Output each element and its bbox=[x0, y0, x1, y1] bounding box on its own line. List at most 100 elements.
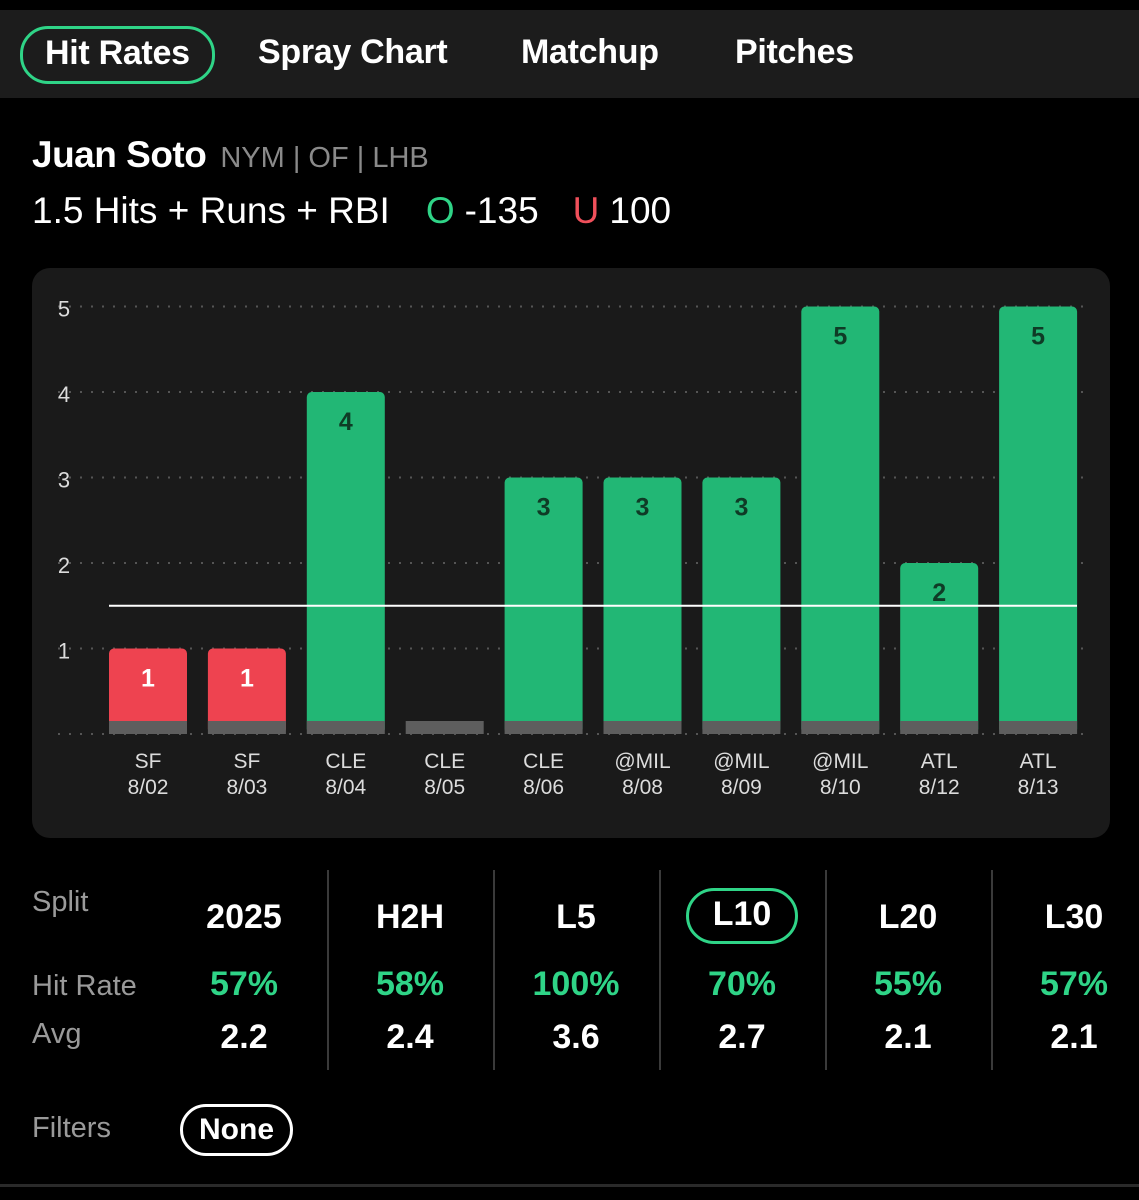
split-hit-rate: 57% bbox=[1039, 965, 1109, 1003]
column-divider bbox=[659, 870, 661, 1070]
bar bbox=[207, 648, 286, 734]
split-column-h2h[interactable]: H2H 58% 2.4 bbox=[327, 870, 493, 1070]
bar-base bbox=[900, 721, 979, 734]
x-tick-team: SF bbox=[135, 750, 162, 773]
player-meta: NYM | OF | LHB bbox=[220, 142, 429, 174]
tab-hit-rates[interactable]: Hit Rates bbox=[20, 26, 215, 84]
bar-base bbox=[306, 721, 385, 734]
column-divider bbox=[493, 870, 495, 1070]
bar-base bbox=[405, 721, 484, 734]
x-tick-team: CLE bbox=[424, 750, 465, 773]
bar-value-label: 1 bbox=[141, 665, 155, 693]
bar-base bbox=[603, 721, 682, 734]
bar-value-label: 5 bbox=[833, 323, 847, 351]
split-name: L30 bbox=[1044, 898, 1104, 936]
split-column-l20[interactable]: L20 55% 2.1 bbox=[825, 870, 991, 1070]
x-tick-date: 8/05 bbox=[424, 776, 465, 799]
split-avg: 2.7 bbox=[718, 1018, 766, 1056]
split-name: H2H bbox=[375, 898, 445, 936]
split-hit-rate: 55% bbox=[873, 965, 943, 1003]
split-avg: 2.1 bbox=[1050, 1018, 1098, 1056]
under-odds[interactable]: 100 bbox=[609, 190, 672, 231]
bar-base bbox=[999, 721, 1078, 734]
bar-value-label: 2 bbox=[932, 579, 946, 607]
split-hit-rate: 100% bbox=[532, 965, 620, 1003]
bar-base bbox=[207, 721, 286, 734]
bar-base bbox=[504, 721, 583, 734]
x-tick-team: ATL bbox=[1020, 750, 1057, 773]
bar-value-label: 1 bbox=[240, 665, 254, 693]
under-indicator[interactable]: U bbox=[572, 190, 600, 231]
split-column-l5[interactable]: L5 100% 3.6 bbox=[493, 870, 659, 1070]
tab-matchup[interactable]: Matchup bbox=[521, 33, 659, 71]
player-name: Juan Soto bbox=[32, 134, 207, 175]
tab-bar: Hit Rates Spray Chart Matchup Pitches bbox=[0, 10, 1139, 98]
bar-value-label: 3 bbox=[636, 494, 650, 522]
prop-line: 1.5 Hits + Runs + RBI O -135 U 100 bbox=[32, 190, 671, 240]
bar-value-label: 3 bbox=[537, 494, 551, 522]
split-column-2025[interactable]: 2025 57% 2.2 bbox=[161, 870, 327, 1070]
avg-row-label: Avg bbox=[32, 1018, 82, 1050]
split-avg: 3.6 bbox=[552, 1018, 600, 1056]
x-tick-team: CLE bbox=[325, 750, 366, 773]
bar bbox=[999, 306, 1078, 734]
bar-value-label: 5 bbox=[1031, 323, 1045, 351]
x-tick-team: SF bbox=[233, 750, 260, 773]
split-hit-rate: 70% bbox=[707, 965, 777, 1003]
chart-card: 1 2 3 4 5 1 SF 8/02 1 SF 8/03 4 CLE 8/04 CLE 8/05 3 CLE 8/… bbox=[32, 268, 1110, 838]
split-hit-rate: 58% bbox=[375, 965, 445, 1003]
player-header: Juan Soto NYM | OF | LHB bbox=[32, 134, 429, 184]
split-row-label: Split bbox=[32, 886, 89, 918]
x-tick-date: 8/03 bbox=[226, 776, 267, 799]
split-column-l10[interactable]: L10 70% 2.7 bbox=[659, 870, 825, 1070]
filter-none-button[interactable]: None bbox=[180, 1104, 293, 1156]
y-tick-label: 4 bbox=[58, 382, 70, 407]
split-avg: 2.2 bbox=[220, 1018, 268, 1056]
filters-label: Filters bbox=[32, 1112, 111, 1144]
bar-base bbox=[702, 721, 781, 734]
split-name-selected: L10 bbox=[685, 888, 799, 944]
bar-value-label: 3 bbox=[734, 494, 748, 522]
bar-value-label: 4 bbox=[339, 408, 353, 436]
bar-base bbox=[801, 721, 880, 734]
prop-line-label: 1.5 Hits + Runs + RBI bbox=[32, 190, 390, 231]
y-tick-label: 1 bbox=[58, 639, 70, 664]
tab-spray-chart[interactable]: Spray Chart bbox=[258, 33, 448, 71]
x-tick-date: 8/10 bbox=[820, 776, 861, 799]
splits-table: Split Hit Rate Avg 2025 57% 2.2 H2H 58% … bbox=[0, 860, 1139, 1080]
bar bbox=[109, 648, 187, 734]
split-hit-rate: 57% bbox=[209, 965, 279, 1003]
x-tick-team: ATL bbox=[921, 750, 958, 773]
split-name: L5 bbox=[556, 898, 596, 936]
split-name: 2025 bbox=[206, 898, 282, 936]
y-tick-label: 2 bbox=[58, 553, 70, 578]
column-divider bbox=[991, 870, 993, 1070]
tab-pitches[interactable]: Pitches bbox=[735, 33, 854, 71]
split-name: L20 bbox=[878, 898, 938, 936]
x-tick-team: @MIL bbox=[812, 750, 868, 773]
split-avg: 2.1 bbox=[884, 1018, 932, 1056]
bottom-divider bbox=[0, 1184, 1139, 1187]
column-divider bbox=[327, 870, 329, 1070]
y-tick-label: 3 bbox=[58, 468, 70, 493]
over-odds[interactable]: -135 bbox=[464, 190, 539, 231]
x-tick-date: 8/13 bbox=[1018, 776, 1059, 799]
x-tick-date: 8/12 bbox=[919, 776, 960, 799]
x-tick-team: CLE bbox=[523, 750, 564, 773]
y-tick-label: 5 bbox=[58, 297, 70, 322]
hit-rate-row-label: Hit Rate bbox=[32, 970, 137, 1002]
x-tick-date: 8/04 bbox=[325, 776, 366, 799]
x-tick-team: @MIL bbox=[614, 750, 670, 773]
split-avg: 2.4 bbox=[386, 1018, 434, 1056]
top-band bbox=[0, 0, 1139, 10]
hit-rate-bar-chart: 1 2 3 4 5 1 SF 8/02 1 SF 8/03 4 CLE 8/04 CLE 8/05 3 CLE 8/… bbox=[58, 297, 1087, 799]
column-divider bbox=[825, 870, 827, 1070]
bar-base bbox=[109, 721, 187, 734]
x-tick-date: 8/02 bbox=[128, 776, 169, 799]
split-column-l30[interactable]: L30 57% 2.1 bbox=[991, 870, 1139, 1070]
x-tick-date: 8/08 bbox=[622, 776, 663, 799]
bar bbox=[306, 392, 385, 734]
over-indicator[interactable]: O bbox=[425, 190, 455, 231]
x-tick-date: 8/06 bbox=[523, 776, 564, 799]
x-tick-team: @MIL bbox=[713, 750, 769, 773]
